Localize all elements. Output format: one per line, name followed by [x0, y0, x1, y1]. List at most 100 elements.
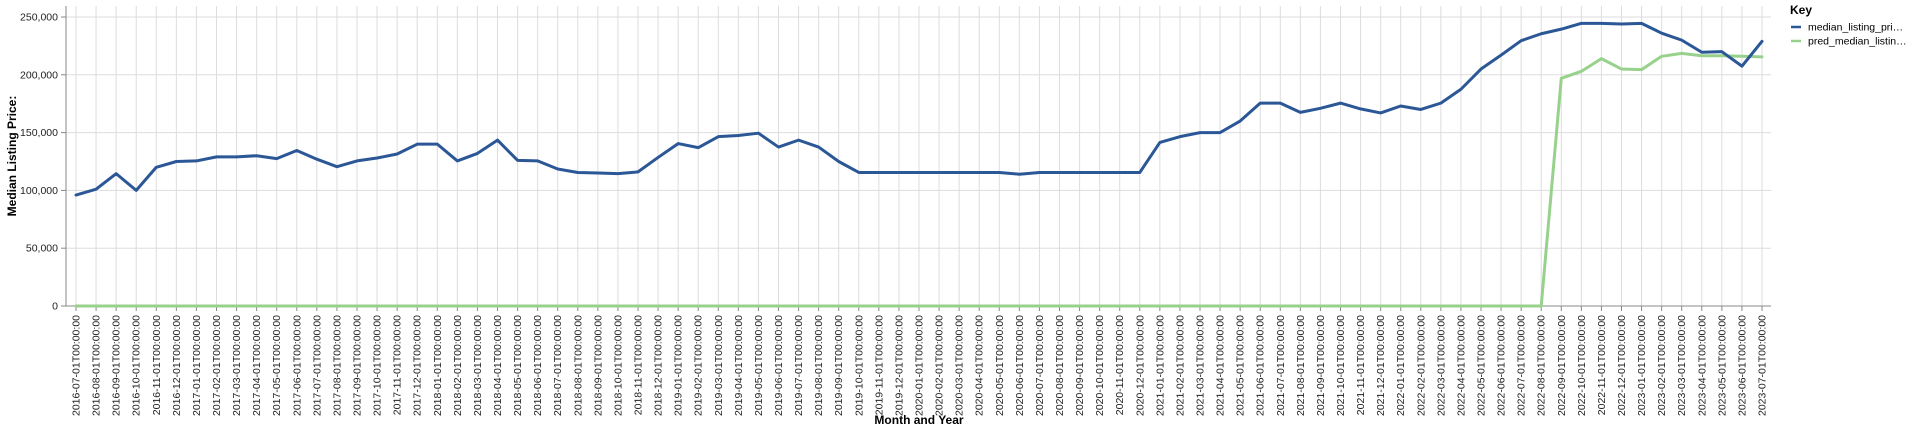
x-tick-label: 2021-07-01T00:00:00 [1275, 315, 1287, 416]
x-tick-label: 2021-04-01T00:00:00 [1215, 315, 1227, 416]
y-tick-label: 50,000 [26, 243, 58, 255]
x-tick-label: 2021-09-01T00:00:00 [1315, 315, 1327, 416]
x-tick-label: 2017-12-01T00:00:00 [412, 315, 424, 416]
x-tick-label: 2023-07-01T00:00:00 [1757, 315, 1769, 416]
x-tick-label: 2022-07-01T00:00:00 [1516, 315, 1528, 416]
x-tick-label: 2017-03-01T00:00:00 [231, 315, 243, 416]
x-tick-label: 2023-05-01T00:00:00 [1716, 315, 1728, 416]
x-tick-label: 2022-06-01T00:00:00 [1496, 315, 1508, 416]
x-tick-label: 2017-09-01T00:00:00 [352, 315, 364, 416]
x-tick-label: 2022-01-01T00:00:00 [1395, 315, 1407, 416]
x-tick-label: 2018-07-01T00:00:00 [552, 315, 564, 416]
x-tick-label: 2016-11-01T00:00:00 [151, 315, 163, 415]
x-tick-label: 2018-10-01T00:00:00 [612, 315, 624, 416]
x-tick-label: 2018-11-01T00:00:00 [633, 315, 645, 415]
x-tick-label: 2017-10-01T00:00:00 [372, 315, 384, 416]
x-tick-label: 2017-04-01T00:00:00 [251, 315, 263, 416]
x-tick-label: 2022-11-01T00:00:00 [1596, 315, 1608, 415]
x-tick-label: 2018-12-01T00:00:00 [653, 315, 665, 416]
x-tick-label: 2018-01-01T00:00:00 [432, 315, 444, 416]
x-tick-label: 2022-05-01T00:00:00 [1476, 315, 1488, 416]
x-tick-label: 2018-08-01T00:00:00 [572, 315, 584, 416]
y-tick-label: 150,000 [20, 127, 58, 139]
x-tick-label: 2021-01-01T00:00:00 [1154, 315, 1166, 416]
x-tick-label: 2016-07-01T00:00:00 [71, 315, 83, 416]
x-tick-label: 2020-07-01T00:00:00 [1034, 315, 1046, 416]
x-tick-label: 2020-12-01T00:00:00 [1134, 315, 1146, 416]
x-tick-label: 2018-03-01T00:00:00 [472, 315, 484, 416]
x-tick-label: 2017-05-01T00:00:00 [271, 315, 283, 416]
y-tick-labels: 0 50,000 100,000 150,000 200,000 250,000 [20, 12, 58, 313]
x-tick-label: 2019-11-01T00:00:00 [873, 315, 885, 415]
x-tick-label: 2021-08-01T00:00:00 [1295, 315, 1307, 416]
legend-label: pred_median_listin… [1808, 36, 1907, 48]
x-tick-label: 2021-03-01T00:00:00 [1195, 315, 1207, 416]
x-tick-label: 2020-04-01T00:00:00 [974, 315, 986, 416]
x-tick-label: 2020-06-01T00:00:00 [1014, 315, 1026, 416]
x-tick-label: 2017-02-01T00:00:00 [211, 315, 223, 416]
x-tick-label: 2022-08-01T00:00:00 [1536, 315, 1548, 416]
x-tick-label: 2022-03-01T00:00:00 [1435, 315, 1447, 416]
x-tick-label: 2020-10-01T00:00:00 [1094, 315, 1106, 416]
x-tick-label: 2019-08-01T00:00:00 [813, 315, 825, 416]
x-tick-label: 2016-08-01T00:00:00 [91, 315, 103, 416]
legend: Key median_listing_pri… pred_median_listi… [1790, 3, 1907, 48]
x-tick-label: 2018-09-01T00:00:00 [592, 315, 604, 416]
x-tick-label: 2023-06-01T00:00:00 [1736, 315, 1748, 416]
x-tick-label: 2019-04-01T00:00:00 [733, 315, 745, 416]
x-tick-label: 2019-02-01T00:00:00 [693, 315, 705, 416]
x-tick-label: 2020-08-01T00:00:00 [1054, 315, 1066, 416]
x-tick-label: 2021-05-01T00:00:00 [1235, 315, 1247, 416]
x-tick-label: 2019-10-01T00:00:00 [853, 315, 865, 416]
x-tick-label: 2018-05-01T00:00:00 [512, 315, 524, 416]
x-tick-label: 2023-03-01T00:00:00 [1676, 315, 1688, 416]
y-tick-label: 250,000 [20, 12, 58, 24]
legend-label: median_listing_pri… [1808, 22, 1903, 34]
x-tick-label: 2019-07-01T00:00:00 [793, 315, 805, 416]
x-tick-label: 2018-02-01T00:00:00 [452, 315, 464, 416]
x-tick-label: 2016-12-01T00:00:00 [171, 315, 183, 416]
x-axis-title: Month and Year [874, 413, 963, 427]
series-lines [74, 21, 1764, 308]
series-line-1 [74, 21, 1764, 197]
gridlines [66, 6, 1771, 307]
x-tick-label: 2022-12-01T00:00:00 [1616, 315, 1628, 416]
x-tick-label: 2017-06-01T00:00:00 [291, 315, 303, 416]
x-tick-label: 2020-02-01T00:00:00 [934, 315, 946, 416]
x-tick-label: 2022-10-01T00:00:00 [1576, 315, 1588, 416]
x-tick-label: 2019-05-01T00:00:00 [753, 315, 765, 416]
x-tick-label: 2021-02-01T00:00:00 [1174, 315, 1186, 416]
y-axis-title: Median Listing Price: [5, 96, 19, 217]
y-tick-label: 0 [52, 301, 58, 313]
x-tick-labels: 2016-07-01T00:00:00 2016-08-01T00:00:00 20… [71, 315, 1769, 416]
x-tick-label: 2023-01-01T00:00:00 [1636, 315, 1648, 416]
x-tick-label: 2016-10-01T00:00:00 [131, 315, 143, 416]
y-tick-label: 200,000 [20, 69, 58, 81]
x-tick-label: 2018-06-01T00:00:00 [532, 315, 544, 416]
x-tick-label: 2019-09-01T00:00:00 [833, 315, 845, 416]
x-tick-label: 2020-11-01T00:00:00 [1114, 315, 1126, 415]
x-tick-label: 2021-11-01T00:00:00 [1355, 315, 1367, 415]
x-tick-label: 2019-01-01T00:00:00 [673, 315, 685, 416]
legend-title: Key [1790, 3, 1812, 17]
y-tick-label: 100,000 [20, 185, 58, 197]
x-tick-label: 2017-07-01T00:00:00 [311, 315, 323, 416]
x-tick-label: 2023-04-01T00:00:00 [1696, 315, 1708, 416]
series-line-2 [74, 51, 1764, 308]
x-tick-label: 2020-03-01T00:00:00 [954, 315, 966, 416]
legend-items: median_listing_pri… pred_median_listin… [1791, 22, 1907, 48]
x-tick-label: 2020-05-01T00:00:00 [994, 315, 1006, 416]
x-tick-label: 2016-09-01T00:00:00 [111, 315, 123, 416]
x-tick-label: 2020-09-01T00:00:00 [1074, 315, 1086, 416]
x-tick-label: 2021-06-01T00:00:00 [1255, 315, 1267, 416]
x-tick-label: 2019-03-01T00:00:00 [713, 315, 725, 416]
x-tick-label: 2017-08-01T00:00:00 [331, 315, 343, 416]
x-tick-label: 2022-02-01T00:00:00 [1415, 315, 1427, 416]
x-tick-label: 2022-04-01T00:00:00 [1455, 315, 1467, 416]
x-tick-label: 2019-12-01T00:00:00 [893, 315, 905, 416]
x-tick-label: 2019-06-01T00:00:00 [773, 315, 785, 416]
x-tick-label: 2017-01-01T00:00:00 [191, 315, 203, 416]
